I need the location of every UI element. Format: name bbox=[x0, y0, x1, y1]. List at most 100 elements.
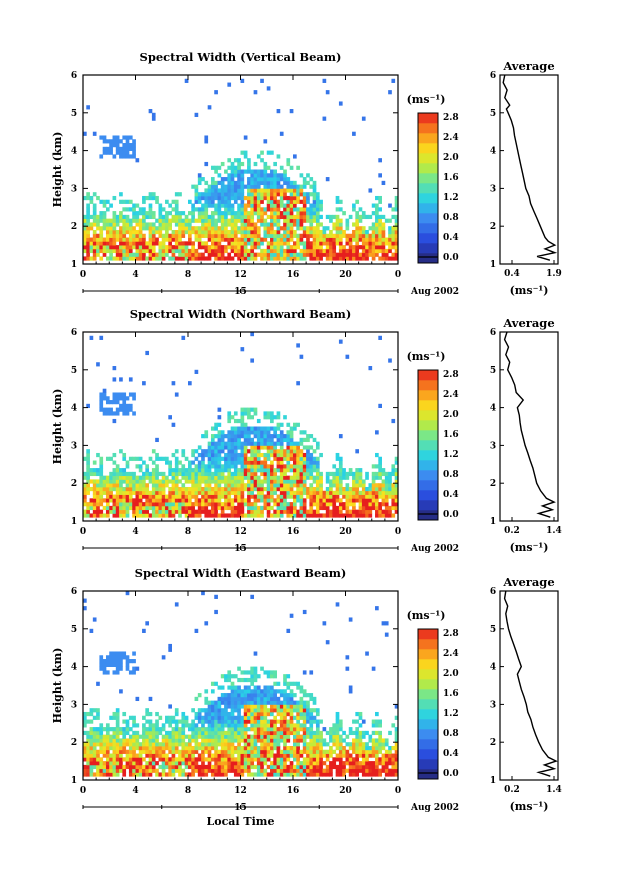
heatmap-cell bbox=[188, 381, 192, 386]
heatmap-cell bbox=[135, 490, 140, 495]
heatmap-cell bbox=[322, 233, 327, 238]
heatmap-cell bbox=[388, 513, 392, 518]
heatmap-cell bbox=[375, 195, 379, 201]
heatmap-cell bbox=[273, 757, 277, 762]
heatmap-cell bbox=[102, 248, 107, 254]
heatmap-cell bbox=[293, 753, 297, 758]
heatmap-cell bbox=[243, 233, 248, 238]
heatmap-cell bbox=[174, 723, 179, 728]
heatmap-cell bbox=[270, 494, 274, 499]
heatmap-cell bbox=[138, 772, 143, 777]
heatmap-cell bbox=[293, 490, 297, 495]
heatmap-cell bbox=[125, 659, 130, 664]
heatmap-cell bbox=[312, 738, 317, 743]
heatmap-cell bbox=[243, 696, 248, 702]
heatmap-cell bbox=[279, 195, 284, 201]
heatmap-cell bbox=[375, 211, 379, 216]
heatmap-cell bbox=[233, 700, 238, 705]
heatmap-cell bbox=[227, 704, 232, 709]
heatmap-cell bbox=[214, 502, 218, 507]
heatmap-cell bbox=[329, 229, 333, 235]
heatmap-cell bbox=[296, 764, 300, 770]
heatmap-cell bbox=[233, 723, 238, 728]
heatmap-cell bbox=[158, 245, 163, 250]
heatmap-cell bbox=[230, 693, 235, 698]
heatmap-cell bbox=[266, 449, 271, 454]
heatmap-cell bbox=[302, 749, 307, 754]
heatmap-cell bbox=[128, 233, 133, 238]
heatmap-cell bbox=[283, 483, 287, 488]
heatmap-cell bbox=[125, 150, 130, 155]
heatmap-cell bbox=[335, 471, 340, 477]
heatmap-cell bbox=[240, 195, 245, 201]
y-tick-label: 5 bbox=[71, 366, 77, 376]
heatmap-cell bbox=[214, 192, 218, 197]
heatmap-cell bbox=[227, 670, 232, 675]
heatmap-cell bbox=[250, 594, 255, 599]
heatmap-cell bbox=[260, 513, 264, 518]
heatmap-cell bbox=[204, 211, 209, 216]
heatmap-cell bbox=[135, 214, 140, 220]
heatmap-cell bbox=[250, 169, 255, 174]
heatmap-cell bbox=[224, 494, 228, 499]
heatmap-cell bbox=[122, 150, 127, 155]
heatmap-cell bbox=[204, 207, 209, 212]
heatmap-cell bbox=[233, 184, 238, 189]
profile-x-label: (ms⁻¹) bbox=[510, 284, 549, 297]
heatmap-cell bbox=[306, 486, 310, 492]
heatmap-cell bbox=[233, 486, 238, 492]
heatmap-cell bbox=[240, 505, 245, 511]
heatmap-cell bbox=[96, 233, 100, 238]
heatmap-cell bbox=[105, 742, 110, 747]
heatmap-cell bbox=[188, 745, 192, 751]
heatmap-cell bbox=[171, 486, 176, 492]
heatmap-cell bbox=[155, 486, 159, 492]
heatmap-cell bbox=[181, 772, 186, 777]
heatmap-cell bbox=[105, 734, 110, 739]
heatmap-cell bbox=[237, 173, 241, 178]
heatmap-cell bbox=[240, 696, 245, 702]
heatmap-cell bbox=[335, 226, 340, 231]
heatmap-cell bbox=[96, 768, 100, 773]
heatmap-cell bbox=[355, 252, 360, 257]
heatmap-cell bbox=[315, 460, 320, 465]
heatmap-cell bbox=[247, 460, 251, 465]
heatmap-cell bbox=[361, 229, 366, 235]
heatmap-cell bbox=[217, 761, 222, 766]
heatmap-cell bbox=[224, 233, 228, 238]
heatmap-cell bbox=[378, 723, 382, 728]
heatmap-cell bbox=[375, 719, 379, 724]
heatmap-cell bbox=[270, 252, 274, 257]
heatmap-cell bbox=[92, 738, 97, 743]
heatmap-cell bbox=[299, 734, 304, 739]
heatmap-cell bbox=[197, 509, 202, 514]
heatmap-cell bbox=[256, 723, 261, 728]
heatmap-cell bbox=[210, 460, 215, 465]
heatmap-cell bbox=[145, 486, 150, 492]
heatmap-cell bbox=[302, 195, 307, 201]
heatmap-cell bbox=[240, 237, 245, 242]
heatmap-cell bbox=[181, 218, 186, 223]
heatmap-cell bbox=[122, 711, 127, 717]
heatmap-cell bbox=[250, 494, 255, 499]
heatmap-cell bbox=[299, 685, 304, 690]
heatmap-cell bbox=[217, 700, 222, 705]
heatmap-cell bbox=[286, 494, 291, 499]
heatmap-cell bbox=[240, 486, 245, 492]
heatmap-cell bbox=[325, 742, 330, 747]
heatmap-cell bbox=[335, 468, 340, 473]
heatmap-cell bbox=[306, 704, 310, 709]
heatmap-cell bbox=[247, 757, 251, 762]
heatmap-cell bbox=[128, 479, 133, 484]
heatmap-cell bbox=[112, 222, 117, 227]
heatmap-cell bbox=[240, 214, 245, 220]
heatmap-cell bbox=[299, 490, 304, 495]
heatmap-cell bbox=[283, 768, 287, 773]
heatmap-cell bbox=[115, 468, 120, 473]
heatmap-cell bbox=[273, 734, 277, 739]
heatmap-cells bbox=[83, 591, 399, 777]
heatmap-cell bbox=[171, 727, 176, 732]
heatmap-cell bbox=[125, 757, 130, 762]
heatmap-cell bbox=[306, 237, 310, 242]
heatmap-cell bbox=[293, 214, 297, 220]
